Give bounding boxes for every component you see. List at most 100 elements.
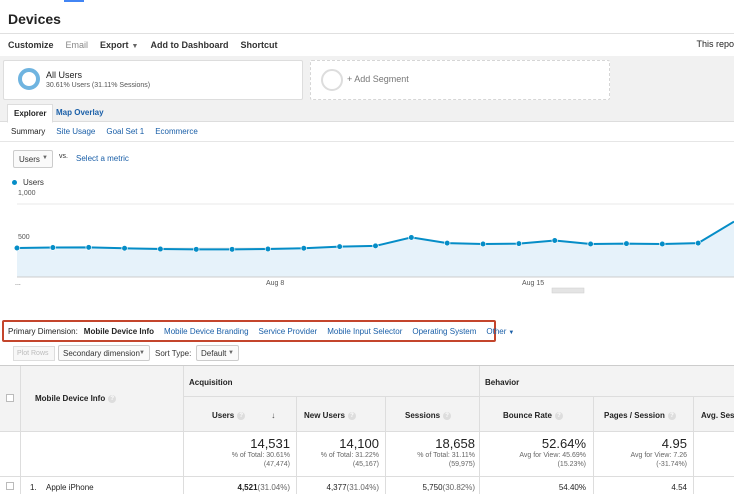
- legend-dot-icon: [12, 180, 17, 185]
- subtab-goal-set-1[interactable]: Goal Set 1: [106, 127, 145, 136]
- help-icon: ?: [347, 411, 356, 420]
- x-tick-label: Aug 15: [522, 280, 545, 287]
- segment-name: All Users: [46, 70, 83, 80]
- chart-data-point: [336, 243, 343, 250]
- subtab-summary[interactable]: Summary: [11, 127, 46, 136]
- row-device-name[interactable]: Apple iPhone: [46, 483, 94, 492]
- chevron-down-icon: ▼: [131, 43, 139, 50]
- sort-type-value: Default: [201, 349, 227, 358]
- sort-type-label: Sort Type:: [155, 349, 192, 358]
- dimension-mobile-device-info[interactable]: Mobile Device Info: [83, 326, 155, 336]
- row-new-users-value: 4,377: [326, 483, 347, 492]
- row-users: 4,521(31.04%): [186, 483, 291, 492]
- row-checkbox[interactable]: [6, 482, 14, 490]
- primary-dimension-box: Primary Dimension: Mobile Device Info Mo…: [2, 320, 514, 342]
- chart-data-point: [229, 246, 236, 253]
- chevron-down-icon: ▼: [508, 329, 515, 336]
- metric-dropdown-value: Users: [19, 155, 40, 164]
- pages-per-session-total-avg: Avg for View: 7.26: [630, 452, 687, 459]
- table-header: [0, 366, 734, 431]
- users-total-value: 14,531: [250, 436, 290, 451]
- secondary-dimension-label: Secondary dimension: [63, 349, 140, 358]
- subtab-site-usage[interactable]: Site Usage: [56, 127, 96, 136]
- new-users-total-base: (45,167): [352, 461, 379, 468]
- chart-data-point: [479, 240, 487, 248]
- select-metric-link[interactable]: Select a metric: [76, 154, 129, 163]
- sessions-total: 18,658 % of Total: 31.11% (59,975): [388, 436, 475, 469]
- users-column-header[interactable]: Users? ↓: [212, 411, 275, 420]
- chart-data-point: [372, 242, 379, 249]
- bounce-rate-total-avg: Avg for View: 45.69%: [519, 452, 586, 459]
- customize-button[interactable]: Customize: [8, 40, 54, 50]
- dimension-other[interactable]: Other ▼: [486, 327, 514, 336]
- metric-vs-label: vs.: [59, 153, 68, 160]
- shortcut-button[interactable]: Shortcut: [240, 40, 278, 50]
- secondary-dimension-dropdown[interactable]: Secondary dimension ▼: [58, 345, 150, 361]
- dimension-mobile-device-branding[interactable]: Mobile Device Branding: [164, 326, 249, 336]
- tab-map-overlay[interactable]: Map Overlay: [56, 108, 104, 117]
- view-tabs: Explorer Map Overlay: [0, 100, 734, 123]
- export-label: Export: [100, 40, 129, 50]
- avg-session-column-header[interactable]: Avg. Ses: [701, 411, 734, 420]
- email-button[interactable]: Email: [65, 40, 89, 50]
- chart-plot[interactable]: [0, 176, 734, 300]
- select-all-checkbox[interactable]: [6, 394, 14, 402]
- chevron-down-icon: ▼: [42, 155, 48, 161]
- sort-type-dropdown[interactable]: Default ▼: [196, 345, 239, 361]
- behavior-group-header: Behavior: [485, 378, 520, 387]
- sort-arrow-down-icon: ↓: [271, 411, 276, 420]
- sessions-column-header[interactable]: Sessions?: [405, 411, 452, 420]
- help-icon: ?: [108, 394, 117, 403]
- segment-bar: All Users 30.61% Users (31.11% Sessions)…: [0, 56, 734, 100]
- dimension-service-provider[interactable]: Service Provider: [258, 326, 318, 336]
- add-segment-button[interactable]: + Add Segment: [310, 60, 610, 100]
- top-accent-bar: [64, 0, 84, 2]
- row-sessions-percent: (30.82%): [442, 483, 475, 492]
- pages-per-session-total-value: 4.95: [661, 436, 687, 451]
- chart-data-point: [49, 244, 56, 251]
- report-note: This repo: [696, 39, 734, 49]
- sessions-total-value: 18,658: [435, 436, 475, 451]
- bounce-rate-column-header[interactable]: Bounce Rate?: [503, 411, 563, 420]
- add-segment-label: + Add Segment: [347, 74, 409, 84]
- row-sessions-value: 5,750: [422, 483, 443, 492]
- metric-dropdown[interactable]: Users ▼: [13, 150, 53, 168]
- new-users-column-header[interactable]: New Users?: [304, 411, 356, 420]
- table-controls: Plot Rows Secondary dimension ▼ Sort Typ…: [0, 344, 734, 364]
- users-total-percent: % of Total: 30.61%: [231, 452, 290, 459]
- page-title: Devices: [8, 11, 61, 27]
- chevron-down-icon: ▼: [139, 350, 145, 356]
- primary-dimension-row: Primary Dimension: Mobile Device Info Mo…: [0, 320, 734, 342]
- dimension-operating-system[interactable]: Operating System: [412, 326, 477, 336]
- chart-legend: Users: [12, 178, 44, 187]
- plot-rows-button[interactable]: Plot Rows: [13, 346, 55, 361]
- chevron-down-icon: ▼: [228, 350, 234, 356]
- acquisition-group-header: Acquisition: [189, 378, 233, 387]
- sessions-column-label: Sessions: [405, 411, 441, 420]
- pages-per-session-column-header[interactable]: Pages / Session?: [604, 411, 676, 420]
- chart-resize-handle: [551, 287, 585, 294]
- pages-per-session-column-label: Pages / Session: [604, 411, 665, 420]
- pages-per-session-total-diff: (-31.74%): [656, 461, 687, 468]
- segment-ring-icon: [18, 68, 40, 90]
- chart-data-point: [623, 240, 630, 247]
- title-bar: Devices: [0, 0, 734, 34]
- bounce-rate-total-value: 52.64%: [541, 436, 586, 451]
- help-icon: ?: [554, 411, 563, 420]
- chart-data-point: [264, 245, 272, 253]
- subtab-ecommerce[interactable]: Ecommerce: [155, 127, 198, 136]
- export-button[interactable]: Export ▼: [100, 40, 138, 50]
- row-new-users-percent: (31.04%): [346, 483, 379, 492]
- tab-explorer[interactable]: Explorer: [7, 104, 54, 123]
- new-users-total-value: 14,100: [339, 436, 379, 451]
- explorer-subtabs: Summary Site Usage Goal Set 1 Ecommerce: [0, 122, 734, 142]
- row-users-percent: (31.04%): [257, 483, 290, 492]
- add-to-dashboard-button[interactable]: Add to Dashboard: [150, 40, 229, 50]
- dimension-column-header[interactable]: Mobile Device Info?: [35, 394, 117, 403]
- dimension-column-label: Mobile Device Info: [35, 394, 106, 403]
- dimension-mobile-input-selector[interactable]: Mobile Input Selector: [327, 326, 403, 336]
- x-tick-label: ...: [15, 280, 21, 287]
- pages-per-session-total: 4.95 Avg for View: 7.26 (-31.74%): [596, 436, 687, 469]
- segment-all-users[interactable]: All Users 30.61% Users (31.11% Sessions): [3, 60, 303, 100]
